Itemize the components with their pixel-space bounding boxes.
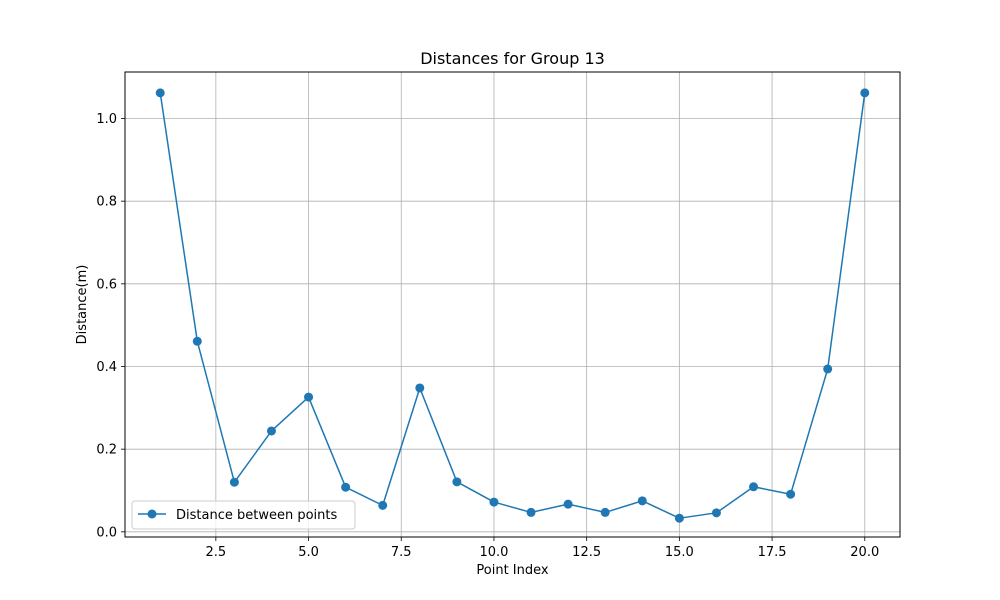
- data-point: [711, 508, 721, 518]
- legend-box: [131, 500, 356, 530]
- x-tick-label: 2.5: [206, 545, 227, 560]
- data-point: [860, 88, 870, 98]
- x-tick-label: 12.5: [572, 545, 601, 560]
- x-tick-label: 17.5: [758, 545, 787, 560]
- chart-title: Distances for Group 13: [420, 49, 605, 68]
- y-tick-label: 0.8: [96, 195, 117, 210]
- data-point: [786, 489, 796, 499]
- data-point: [452, 477, 462, 487]
- data-point: [600, 507, 610, 517]
- grid-lines: [125, 72, 900, 537]
- y-tick-label: 0.4: [96, 360, 117, 375]
- data-point: [266, 426, 276, 436]
- data-point: [823, 364, 833, 374]
- x-tick-label: 15.0: [665, 545, 694, 560]
- series-line: [159, 92, 866, 519]
- y-tick-label: 0.6: [96, 277, 117, 292]
- data-point: [526, 507, 536, 517]
- data-point: [415, 383, 425, 393]
- data-point: [192, 336, 202, 346]
- x-tick-label: 10.0: [479, 545, 508, 560]
- y-tick-label: 1.0: [96, 112, 117, 127]
- data-point: [749, 482, 759, 492]
- x-axis-ticks: 2.5 5.0 7.5 10.0 12.5 15.0 17.5 20.0: [206, 537, 879, 560]
- series-layer: [155, 88, 870, 523]
- data-point: [304, 392, 314, 402]
- legend-label: Distance between points: [176, 508, 337, 523]
- y-tick-label: 0.0: [96, 525, 117, 540]
- data-point: [489, 497, 499, 507]
- legend-marker-swatch: [147, 509, 157, 519]
- x-tick-label: 5.0: [298, 545, 319, 560]
- data-point: [341, 482, 351, 492]
- y-axis-label: Distance(m): [75, 265, 90, 345]
- data-point: [637, 496, 647, 506]
- plot-frame: [124, 71, 901, 538]
- data-point: [563, 499, 573, 509]
- x-axis-label: Point Index: [476, 563, 549, 578]
- x-tick-label: 20.0: [850, 545, 879, 560]
- data-point: [674, 513, 684, 523]
- x-tick-label: 7.5: [391, 545, 412, 560]
- y-axis-ticks: 0.0 0.2 0.4 0.6 0.8 1.0: [96, 112, 125, 540]
- data-point: [378, 500, 388, 510]
- data-point: [229, 477, 239, 487]
- legend: Distance between points: [131, 500, 356, 530]
- data-point: [155, 88, 165, 98]
- y-tick-label: 0.2: [96, 443, 117, 458]
- plot-area: [125, 72, 900, 537]
